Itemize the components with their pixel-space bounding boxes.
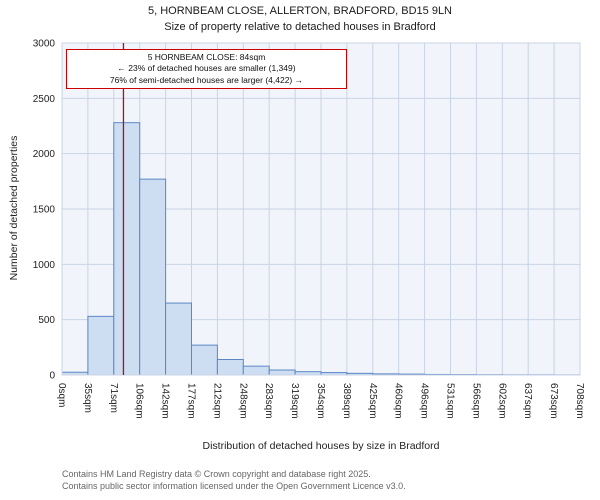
- histogram-bar: [191, 344, 218, 376]
- x-tick-label: 602sqm: [496, 383, 507, 419]
- x-axis-label: Distribution of detached houses by size …: [202, 440, 440, 452]
- x-tick-label: 389sqm: [341, 383, 352, 419]
- annotation-larger-share: 76% of semi-detached houses are larger (…: [109, 74, 304, 85]
- annotation-property-size: 5 HORNBEAM CLOSE: 84sqm: [147, 52, 266, 62]
- histogram-bar: [165, 302, 193, 376]
- y-tick-label: 1500: [33, 205, 56, 216]
- histogram-bar: [242, 365, 270, 376]
- x-tick-label: 496sqm: [419, 383, 430, 419]
- y-axis-label: Number of detached properties: [8, 135, 20, 281]
- x-tick-label: 283sqm: [263, 383, 274, 419]
- x-tick-label: 566sqm: [470, 383, 481, 419]
- histogram-bar: [268, 369, 296, 376]
- x-tick-label: 71sqm: [108, 383, 119, 413]
- annotation-smaller-share: ← 23% of detached houses are smaller (1,…: [117, 63, 296, 74]
- histogram-bar: [87, 315, 115, 376]
- x-tick-label: 708sqm: [574, 383, 585, 419]
- histogram-plot: 0sqm 35sqm 71sqm 106sqm 142sqm 177sqm 212sqm 24…: [33, 39, 585, 419]
- chart-title: 5, HORNBEAM CLOSE, ALLERTON, BRADFORD, B…: [147, 5, 453, 17]
- annotation-box: 5 HORNBEAM CLOSE: 84sqm ← 23% of detache…: [66, 49, 347, 90]
- footer-line-1: Contains HM Land Registry data © Crown c…: [62, 469, 371, 479]
- x-tick-label: 354sqm: [315, 383, 326, 419]
- x-tick-label: 425sqm: [367, 383, 378, 419]
- x-tick-label: 142sqm: [160, 383, 171, 419]
- chart-subtitle: Size of property relative to detached ho…: [164, 21, 436, 33]
- y-tick-label: 1000: [33, 260, 56, 271]
- x-tick-label: 177sqm: [186, 383, 197, 419]
- y-tick-label: 500: [38, 315, 55, 326]
- histogram-bar: [113, 122, 141, 376]
- footer-line-2: Contains public sector information licen…: [62, 480, 406, 491]
- y-tick-label: 3000: [33, 39, 56, 50]
- footer: Contains HM Land Registry data © Crown c…: [62, 469, 406, 492]
- x-tick-label: 212sqm: [211, 383, 222, 419]
- x-tick-label: 248sqm: [237, 383, 248, 419]
- x-tick-label: 460sqm: [393, 383, 404, 419]
- y-tick-label: 0: [49, 371, 55, 382]
- y-tick-label: 2000: [33, 149, 56, 160]
- histogram-bar: [216, 359, 244, 376]
- x-tick-label: 673sqm: [548, 383, 559, 419]
- x-tick-label: 319sqm: [289, 383, 300, 419]
- x-tick-label: 531sqm: [445, 383, 456, 419]
- y-tick-label: 2500: [33, 94, 56, 105]
- x-tick-label: 106sqm: [134, 383, 145, 419]
- x-tick-label: 637sqm: [522, 383, 533, 419]
- x-tick-label: 35sqm: [82, 383, 93, 413]
- histogram-bar: [139, 178, 167, 376]
- x-tick-label: 0sqm: [56, 383, 67, 407]
- plot-border: [61, 42, 581, 376]
